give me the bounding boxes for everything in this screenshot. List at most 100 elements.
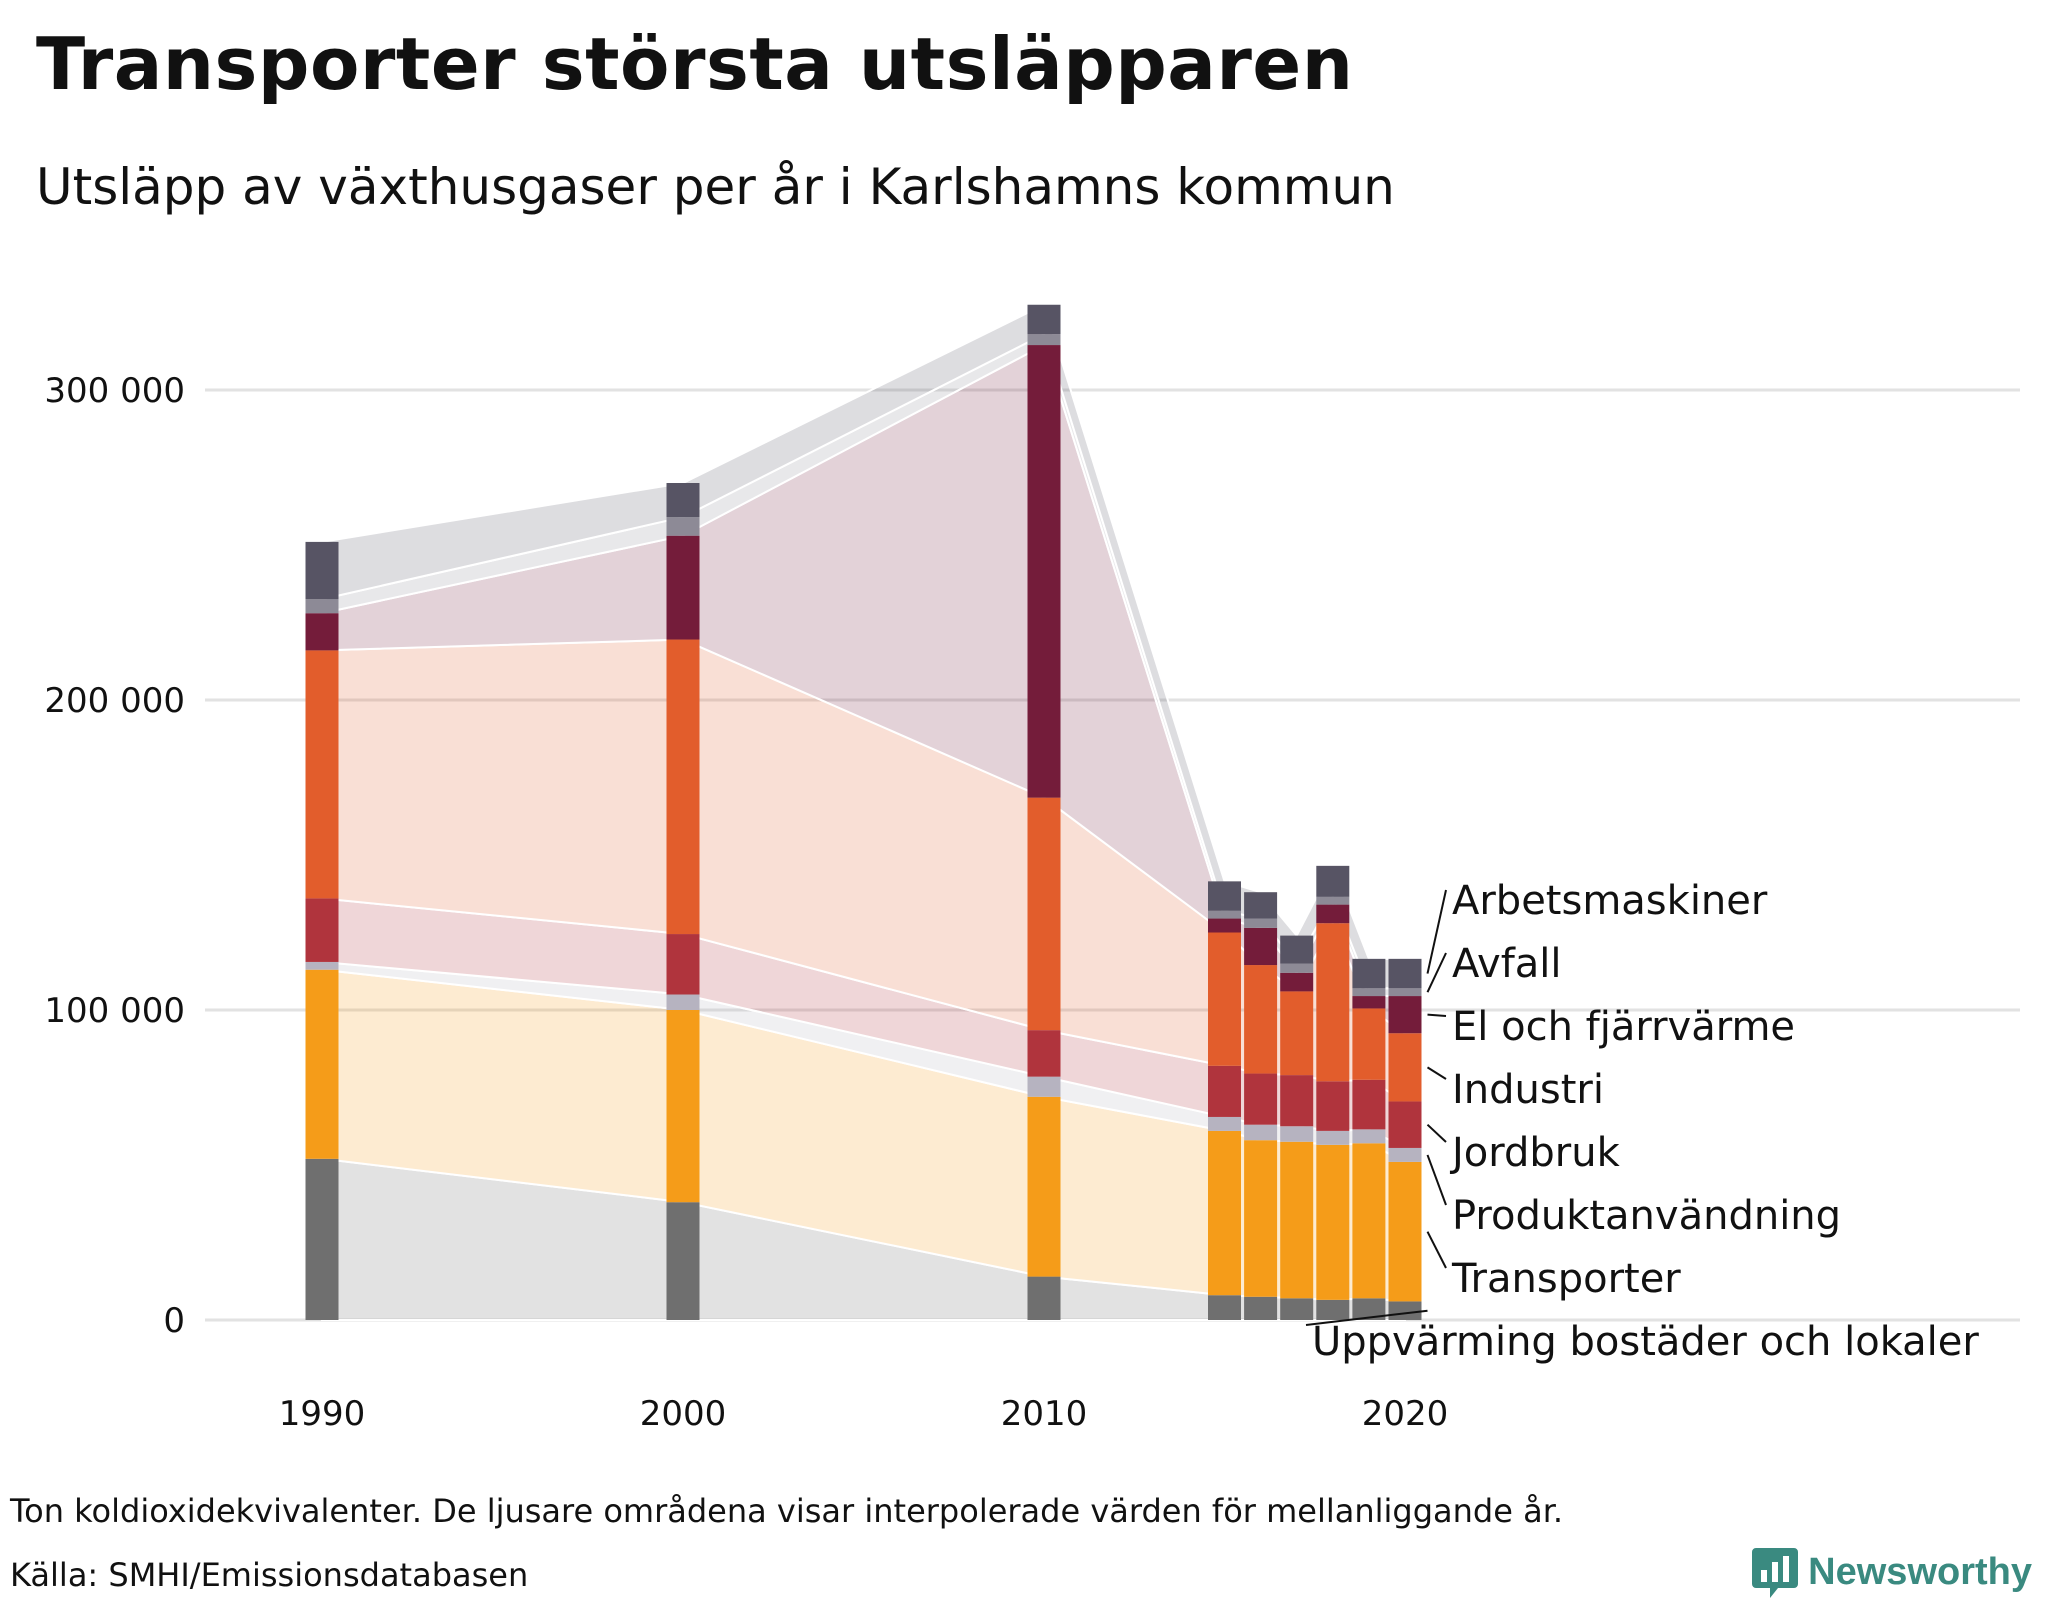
legend-leader-line bbox=[1426, 1066, 1447, 1080]
bar-segment bbox=[1316, 1081, 1350, 1131]
bar-segment bbox=[1280, 963, 1314, 973]
newsworthy-logo-icon bbox=[1752, 1548, 1799, 1598]
bar-segment bbox=[666, 535, 700, 640]
bar-segment bbox=[1244, 927, 1278, 966]
bar-segment bbox=[1244, 918, 1278, 928]
bar-segment bbox=[305, 969, 339, 1159]
x-axis-ticks: 1990 2000 2010 2020 bbox=[279, 1394, 1449, 1434]
legend-label: Uppvärming bostäder och lokaler bbox=[1312, 1319, 1979, 1365]
brand-logo: Newsworthy bbox=[1752, 1546, 2032, 1598]
bar-segment bbox=[305, 613, 339, 651]
bar-segment bbox=[1352, 988, 1386, 997]
bar-segment bbox=[1208, 1295, 1241, 1320]
x-tick-label: 2020 bbox=[1362, 1394, 1449, 1434]
bar-segment bbox=[1352, 996, 1386, 1009]
bar-segment bbox=[666, 1010, 700, 1203]
bar-segment bbox=[1316, 1299, 1350, 1320]
legend-label: Industri bbox=[1452, 1067, 1604, 1113]
bar-segment bbox=[666, 1202, 700, 1320]
legend-leader-line bbox=[1426, 1231, 1447, 1269]
bar-segment bbox=[1280, 1141, 1314, 1299]
bar-segment bbox=[1244, 1124, 1278, 1141]
legend-leader-line bbox=[1426, 952, 1447, 993]
bars bbox=[305, 304, 1422, 1320]
legend-label: Avfall bbox=[1452, 941, 1562, 987]
bar-segment bbox=[1280, 1075, 1314, 1127]
bar-segment bbox=[1027, 1096, 1061, 1277]
bar-segment bbox=[1388, 958, 1422, 989]
bar-segment bbox=[305, 961, 339, 970]
bar-segment bbox=[1316, 1130, 1350, 1145]
bar-segment bbox=[1316, 865, 1350, 897]
chart-subtitle: Utsläpp av växthusgaser per år i Karlsha… bbox=[36, 158, 1395, 216]
bar-segment bbox=[1280, 1298, 1314, 1320]
bar-segment bbox=[305, 898, 339, 962]
bar-segment bbox=[1280, 935, 1314, 964]
bar-segment bbox=[1316, 904, 1350, 924]
bar-segment bbox=[1244, 965, 1278, 1074]
bar-segment bbox=[1388, 988, 1422, 997]
bar-segment bbox=[305, 1158, 339, 1320]
legend-leader-line bbox=[1426, 1123, 1447, 1143]
bar-segment bbox=[666, 934, 700, 995]
bar-segment bbox=[1244, 892, 1278, 919]
legend-leader-line bbox=[1427, 1013, 1447, 1017]
bar-segment bbox=[1388, 1033, 1422, 1102]
bar-segment bbox=[1208, 910, 1241, 919]
bar-segment bbox=[1244, 1073, 1278, 1125]
bar-segment bbox=[1352, 1143, 1386, 1299]
legend-leader-line bbox=[1305, 1309, 1428, 1326]
bar-segment bbox=[1352, 1079, 1386, 1130]
bar-segment bbox=[1208, 881, 1241, 911]
x-tick-label: 2010 bbox=[1001, 1394, 1088, 1434]
bar-segment bbox=[1316, 1144, 1350, 1300]
bar-segment bbox=[1027, 1276, 1061, 1320]
legend-label: Transporter bbox=[1451, 1256, 1681, 1302]
legend-label: Arbetsmaskiner bbox=[1452, 878, 1768, 924]
bar-segment bbox=[1352, 1298, 1386, 1320]
y-tick-label: 0 bbox=[163, 1301, 185, 1341]
bar-segment bbox=[1316, 923, 1350, 1082]
source-note: Källa: SMHI/Emissionsdatabasen bbox=[10, 1556, 529, 1594]
bar-segment bbox=[1027, 334, 1061, 346]
bar-segment bbox=[1388, 996, 1422, 1034]
y-axis-ticks: 0 100 000 200 000 300 000 bbox=[44, 371, 185, 1341]
brand-name: Newsworthy bbox=[1808, 1550, 2032, 1593]
y-tick-label: 100 000 bbox=[44, 991, 185, 1031]
y-tick-label: 300 000 bbox=[44, 371, 185, 411]
bar-segment bbox=[1208, 1116, 1241, 1131]
bar-segment bbox=[1208, 918, 1241, 933]
bar-segment bbox=[1244, 1140, 1278, 1297]
bar-segment bbox=[1352, 1008, 1386, 1080]
legend-leader-line bbox=[1426, 889, 1447, 974]
legend: Arbetsmaskiner Avfall El och fjärrvärme Ind… bbox=[1305, 878, 1979, 1365]
interpolated-areas bbox=[321, 303, 1406, 1321]
bar-segment bbox=[1388, 1147, 1422, 1162]
bar-segment bbox=[305, 599, 339, 614]
bar-segment bbox=[666, 517, 700, 536]
legend-leader-line bbox=[1426, 1154, 1447, 1206]
bar-segment bbox=[1388, 1301, 1422, 1320]
bar-segment bbox=[1208, 932, 1241, 1066]
bar-segment bbox=[1027, 304, 1061, 335]
bar-segment bbox=[305, 650, 339, 899]
bar-segment bbox=[1352, 958, 1386, 989]
y-tick-label: 200 000 bbox=[44, 681, 185, 721]
x-tick-label: 1990 bbox=[279, 1394, 366, 1434]
chart-title: Transporter största utsläpparen bbox=[36, 22, 1354, 106]
bar-segment bbox=[1280, 1126, 1314, 1142]
bar-segment bbox=[1208, 1130, 1241, 1296]
bar-segment bbox=[1027, 1076, 1061, 1097]
bar-segment bbox=[1244, 1296, 1278, 1320]
bar-segment bbox=[666, 483, 700, 518]
legend-label: Jordbruk bbox=[1449, 1130, 1621, 1176]
bar-segment bbox=[1027, 1030, 1061, 1077]
bar-segment bbox=[666, 639, 700, 935]
bar-segment bbox=[1388, 1101, 1422, 1148]
bar-segment bbox=[305, 541, 339, 600]
bar-segment bbox=[1280, 972, 1314, 992]
bar-segment bbox=[1280, 991, 1314, 1076]
bar-segment bbox=[1352, 1129, 1386, 1144]
legend-label: El och fjärrvärme bbox=[1452, 1004, 1795, 1050]
